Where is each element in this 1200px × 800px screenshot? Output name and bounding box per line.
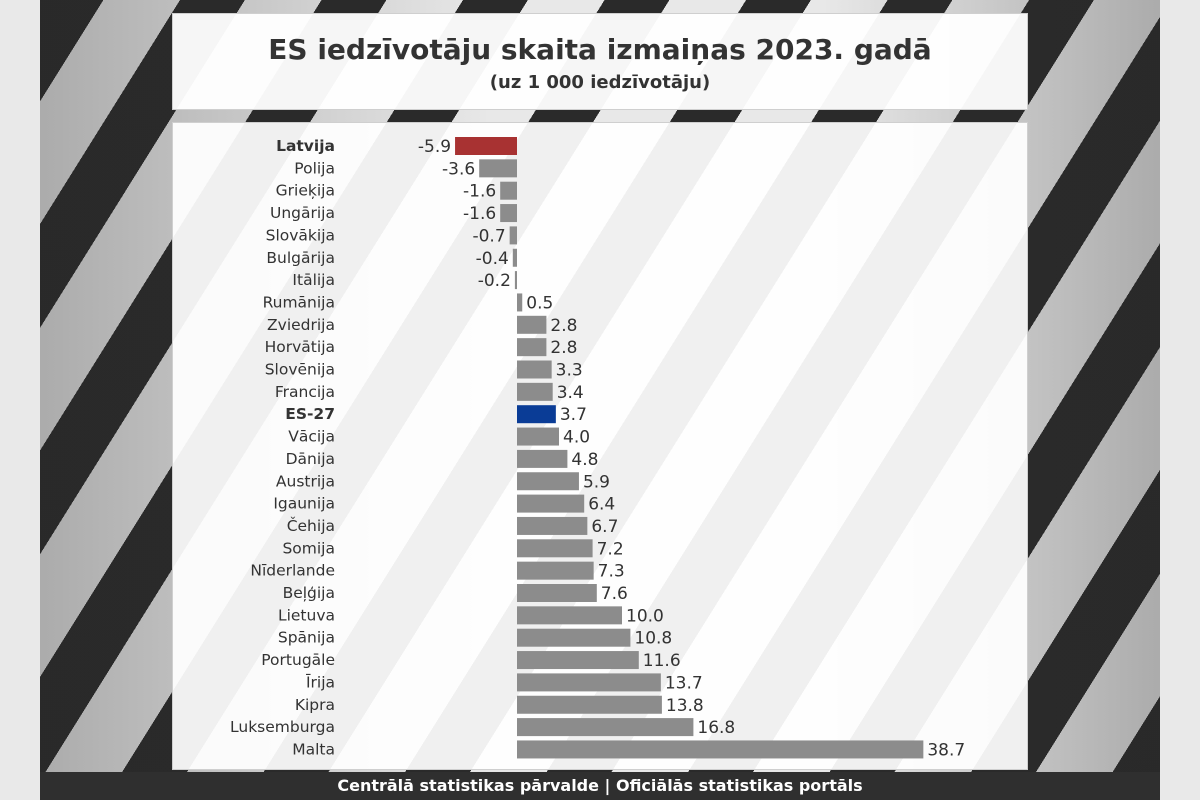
category-label: Lietuva bbox=[278, 606, 335, 624]
bar bbox=[517, 584, 597, 602]
bar bbox=[517, 494, 585, 513]
bar bbox=[517, 338, 547, 357]
category-label: Igaunija bbox=[273, 495, 335, 513]
category-label: Zviedrija bbox=[267, 316, 335, 334]
bar bbox=[517, 673, 661, 692]
category-label: Nīderlande bbox=[250, 562, 335, 580]
value-label: -1.6 bbox=[463, 204, 496, 224]
bar bbox=[517, 427, 559, 446]
value-label: 13.7 bbox=[665, 673, 703, 693]
category-label: Čehija bbox=[287, 516, 335, 535]
category-label: Vācija bbox=[288, 428, 335, 446]
category-label: Itālija bbox=[292, 271, 335, 289]
category-label: Bulgārija bbox=[266, 249, 335, 267]
category-label: Portugāle bbox=[261, 651, 335, 669]
category-label: Rumānija bbox=[263, 293, 335, 311]
bar bbox=[517, 606, 622, 625]
value-label: -5.9 bbox=[418, 137, 451, 157]
value-label: 4.0 bbox=[563, 428, 590, 448]
category-label: Malta bbox=[292, 740, 335, 758]
value-label: -0.4 bbox=[476, 249, 509, 269]
bar bbox=[517, 651, 639, 670]
bar bbox=[517, 472, 579, 491]
chart-subtitle: (uz 1 000 iedzīvotāju) bbox=[489, 72, 711, 93]
bar bbox=[517, 449, 568, 468]
chart-title: ES iedzīvotāju skaita izmaiņas 2023. gad… bbox=[268, 33, 932, 66]
value-label: 7.2 bbox=[597, 539, 624, 559]
chart-panel: Latvija -5.9 Polija -3.6 Grieķija -1.6 Ungārij… bbox=[172, 122, 1028, 770]
bar bbox=[517, 293, 523, 312]
bar bbox=[509, 226, 517, 245]
value-label: 38.7 bbox=[927, 740, 965, 760]
title-box: ES iedzīvotāju skaita izmaiņas 2023. gad… bbox=[172, 13, 1028, 110]
category-label: Īrija bbox=[306, 673, 335, 691]
value-label: 10.0 bbox=[626, 606, 664, 626]
bar bbox=[514, 271, 517, 290]
value-label: 3.7 bbox=[560, 405, 587, 425]
bar bbox=[517, 382, 553, 401]
value-label: 13.8 bbox=[666, 696, 704, 716]
footer-source: Centrālā statistikas pārvalde | Oficiālā… bbox=[40, 772, 1160, 800]
value-label: 5.9 bbox=[583, 472, 610, 492]
bar bbox=[500, 204, 517, 223]
value-label: 0.5 bbox=[526, 293, 553, 313]
category-label: Spānija bbox=[278, 629, 335, 647]
value-label: 7.3 bbox=[598, 562, 625, 582]
category-label: Polija bbox=[294, 159, 335, 177]
bar bbox=[517, 695, 662, 714]
bar bbox=[517, 628, 631, 647]
category-label: Slovēnija bbox=[265, 361, 335, 379]
bar bbox=[517, 360, 552, 379]
category-label: Somija bbox=[282, 539, 335, 557]
bar bbox=[517, 516, 588, 535]
value-label: 4.8 bbox=[571, 450, 598, 470]
category-label: Horvātija bbox=[265, 338, 335, 356]
value-label: 7.6 bbox=[601, 584, 628, 604]
bar bbox=[517, 405, 556, 424]
bar bbox=[517, 718, 694, 737]
value-label: 6.7 bbox=[591, 517, 618, 537]
value-label: -0.2 bbox=[478, 271, 511, 291]
bar-chart: Latvija -5.9 Polija -3.6 Grieķija -1.6 Ungārij… bbox=[230, 137, 965, 760]
bar bbox=[500, 181, 517, 200]
value-label: 3.3 bbox=[556, 361, 583, 381]
value-label: 2.8 bbox=[550, 316, 577, 336]
value-label: -3.6 bbox=[442, 159, 475, 179]
category-label: Luksemburga bbox=[230, 718, 335, 736]
bar bbox=[479, 159, 517, 178]
category-label: Grieķija bbox=[276, 182, 335, 200]
value-label: 11.6 bbox=[643, 651, 681, 671]
category-label: Beļģija bbox=[283, 584, 335, 602]
value-label: -1.6 bbox=[463, 182, 496, 202]
category-label: Latvija bbox=[276, 137, 335, 155]
bar bbox=[512, 248, 517, 267]
value-label: 16.8 bbox=[697, 718, 735, 738]
value-label: -0.7 bbox=[472, 226, 505, 246]
value-label: 2.8 bbox=[550, 338, 577, 358]
value-label: 6.4 bbox=[588, 495, 615, 515]
category-label: Dānija bbox=[286, 450, 335, 468]
category-label: Kipra bbox=[295, 696, 335, 714]
bar bbox=[517, 539, 593, 558]
category-label: ES-27 bbox=[285, 405, 335, 423]
bar bbox=[517, 561, 594, 580]
category-label: Austrija bbox=[276, 472, 335, 490]
category-label: Francija bbox=[275, 383, 335, 401]
value-label: 3.4 bbox=[557, 383, 584, 403]
bar bbox=[517, 315, 547, 334]
value-label: 10.8 bbox=[634, 629, 672, 649]
bar bbox=[455, 137, 517, 155]
bar bbox=[517, 740, 924, 759]
category-label: Ungārija bbox=[270, 204, 335, 222]
category-label: Slovākija bbox=[266, 226, 335, 244]
